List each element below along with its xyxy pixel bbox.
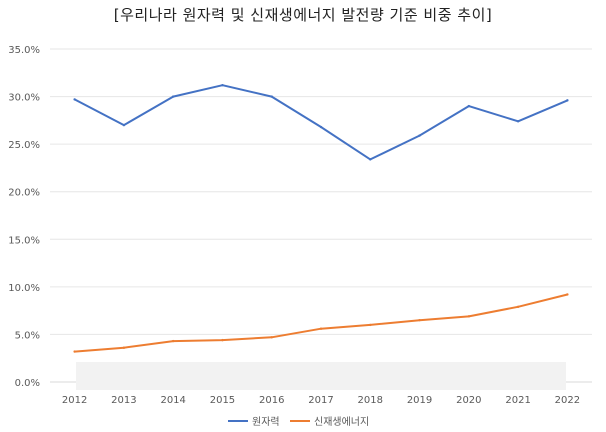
data-point (171, 339, 175, 343)
data-point (566, 99, 569, 102)
data-point (516, 120, 520, 123)
x-tick-label: 2022 (555, 395, 580, 406)
data-point (221, 83, 224, 87)
data-point (270, 95, 273, 98)
x-tick-label: 2015 (210, 395, 235, 406)
legend-label: 원자력 (252, 416, 280, 428)
x-tick-label: 2014 (160, 395, 185, 406)
data-point (369, 323, 372, 327)
legend-label: 신재생에너지 (314, 416, 369, 428)
data-point (369, 158, 372, 161)
x-tick-label: 2019 (407, 395, 432, 406)
x-tick-label: 2017 (308, 395, 333, 406)
data-point (467, 315, 471, 318)
y-tick-label: 30.0% (8, 93, 40, 104)
y-tick-label: 0.0% (15, 378, 40, 389)
data-point (171, 95, 175, 98)
x-tick-label: 2020 (456, 395, 481, 406)
plot-shade-band (76, 362, 566, 390)
data-point (516, 305, 520, 309)
data-point (467, 104, 471, 108)
data-point (270, 336, 273, 339)
data-point (73, 350, 76, 353)
y-axis-ticks: 0.0% 5.0% 10.0% 15.0% 20.0% 25.0% 30.0% 35.0% (8, 45, 40, 389)
data-point (73, 98, 76, 101)
y-tick-label: 35.0% (8, 45, 40, 56)
y-tick-label: 5.0% (15, 330, 40, 341)
x-tick-label: 2012 (62, 395, 87, 406)
x-tick-label: 2018 (358, 395, 383, 406)
y-tick-label: 10.0% (8, 283, 40, 294)
series-line (73, 293, 569, 353)
x-tick-label: 2016 (259, 395, 284, 406)
x-tick-label: 2021 (505, 395, 530, 406)
data-point (122, 346, 126, 349)
data-point (319, 327, 323, 330)
y-tick-label: 25.0% (8, 140, 40, 151)
gridlines (50, 48, 592, 383)
data-point (319, 125, 323, 129)
y-tick-label: 20.0% (8, 188, 40, 199)
x-tick-label: 2013 (111, 395, 136, 406)
data-point (418, 318, 421, 322)
series-lines (73, 83, 569, 353)
legend: 원자력 신재생에너지 (228, 416, 369, 428)
chart-title: [우리나라 원자력 및 신재생에너지 발전량 기준 비중 추이] (113, 6, 493, 24)
x-axis-ticks: 2012 2013 2014 2015 2016 2017 2018 2019 2020 2021… (62, 395, 580, 406)
data-point (122, 123, 126, 127)
data-point (221, 338, 224, 342)
data-point (418, 134, 421, 137)
y-tick-label: 15.0% (8, 235, 40, 246)
data-point (566, 293, 569, 296)
